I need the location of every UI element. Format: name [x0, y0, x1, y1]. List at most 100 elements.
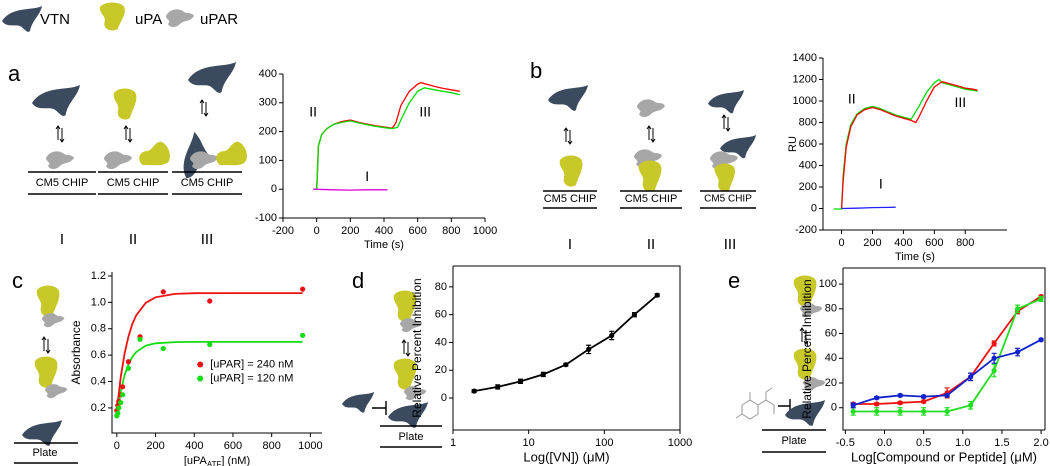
x-axis-label: Time (s) — [895, 251, 935, 263]
vtn-icon — [22, 420, 62, 446]
data-point — [609, 332, 615, 339]
x-axis-label-sub: ATF — [207, 460, 222, 466]
legend-marker — [197, 375, 204, 382]
chart: -200 0 200 400 600 800 1000 1200 1400 0 200 400 600 8… — [787, 52, 1007, 263]
x-axis-label: [uPAATF] (nM) — [184, 455, 250, 466]
annotation: II — [309, 104, 317, 120]
x-tick-label: 1000 — [668, 437, 692, 449]
y-tick-label: 0.4 — [91, 375, 106, 387]
small-molecule — [735, 387, 775, 420]
plate-label: Plate — [781, 435, 806, 447]
upa-icon — [99, 2, 125, 31]
condition-label: III — [724, 236, 737, 253]
data-point — [921, 408, 927, 415]
axis — [452, 266, 680, 431]
upar-icon — [190, 151, 218, 169]
data-point — [1038, 296, 1044, 302]
y-tick-label: 400 — [799, 159, 817, 171]
data-point — [991, 355, 997, 361]
data-point — [874, 401, 880, 407]
series-line — [316, 81, 460, 190]
legend-label: uPAR — [200, 11, 238, 28]
chip-label: CM5 CHIP — [107, 177, 160, 189]
data-point — [517, 378, 524, 384]
y-tick-label: -100 — [255, 212, 277, 224]
x-axis-label: Log[Compound or Peptide] (μM) — [851, 449, 1037, 464]
chip-label: CM5 CHIP — [625, 193, 678, 205]
panel-letter: a — [8, 61, 21, 86]
data-point — [115, 410, 121, 416]
data-point — [118, 400, 124, 406]
annotation: III — [419, 104, 431, 120]
x-tick-label: 600 — [224, 440, 242, 452]
x-tick-label: 1.5 — [994, 437, 1009, 449]
annotation: III — [954, 94, 966, 110]
axis — [842, 268, 1045, 431]
x-tick-label: 100 — [595, 437, 613, 449]
annotation: I — [879, 176, 883, 192]
plot-frame — [843, 267, 1046, 430]
y-tick-label: 80 — [435, 281, 447, 293]
annotation: I — [365, 168, 369, 184]
data-point — [944, 392, 950, 398]
binding-arrows — [199, 99, 209, 117]
data-point — [120, 392, 126, 398]
data-point — [968, 374, 974, 380]
y-tick-label: 80 — [825, 303, 837, 315]
x-tick-label: 600 — [925, 237, 943, 249]
legend-label: [uPAR] = 120 nM — [210, 372, 293, 384]
data-point — [874, 408, 880, 415]
data-point — [471, 388, 477, 394]
axis — [822, 58, 1007, 231]
data-point — [1014, 306, 1021, 312]
data-point — [921, 398, 927, 405]
chart: 0.20.40.60.81.01.20 200 400 600 800 1000[uPAA… — [69, 270, 322, 466]
plate-label: Plate — [398, 431, 423, 443]
y-axis-label: Absorbance — [69, 320, 83, 384]
upa-icon — [714, 163, 735, 192]
y-tick-label: 40 — [825, 352, 837, 364]
data-point — [586, 346, 592, 352]
y-tick-label: 20 — [435, 364, 447, 376]
data-point — [850, 408, 856, 415]
data-point — [921, 394, 927, 400]
upa-icon — [212, 139, 250, 172]
y-axis-label: RU — [787, 136, 799, 152]
x-tick-label: 800 — [956, 237, 974, 249]
data-point — [654, 292, 660, 298]
y-tick-label: 100 — [819, 278, 837, 290]
x-tick-label: -200 — [272, 225, 294, 237]
x-tick-label: 0 — [314, 225, 320, 237]
chart: -100 0 100 200 300 400 -200 0 200 400 600 800 1000 Ti… — [255, 68, 497, 251]
vtn-icon — [188, 62, 236, 93]
y-tick-label: 0 — [271, 183, 277, 195]
panel-letter: e — [728, 268, 740, 293]
binding-arrows — [563, 127, 573, 145]
data-point — [968, 402, 974, 408]
data-point — [991, 340, 997, 347]
panel-letter: d — [352, 268, 364, 293]
upa-icon — [34, 356, 58, 388]
x-axis-label-part: ] (nM) — [221, 455, 250, 466]
x-tick-label: -0.5 — [836, 437, 855, 449]
y-tick-label: 20 — [825, 377, 837, 389]
data-point — [160, 289, 166, 295]
diagram-c: Plate — [14, 285, 78, 464]
data-point — [850, 402, 856, 408]
data-point — [495, 384, 501, 390]
upa-icon — [36, 285, 60, 317]
y-tick-label: 0 — [811, 202, 817, 214]
data-point — [125, 359, 132, 365]
plate-label: Plate — [32, 447, 57, 459]
annotation: II — [848, 91, 856, 107]
y-tick-label: 0.6 — [91, 349, 106, 361]
data-point — [207, 298, 213, 304]
vtn-icon — [342, 392, 374, 413]
binding-arrows — [401, 339, 411, 357]
y-tick-label: 800 — [799, 116, 817, 128]
x-tick-label: 0.0 — [877, 437, 892, 449]
series-line — [841, 206, 896, 210]
data-point — [120, 384, 126, 390]
upa-icon — [559, 155, 583, 187]
